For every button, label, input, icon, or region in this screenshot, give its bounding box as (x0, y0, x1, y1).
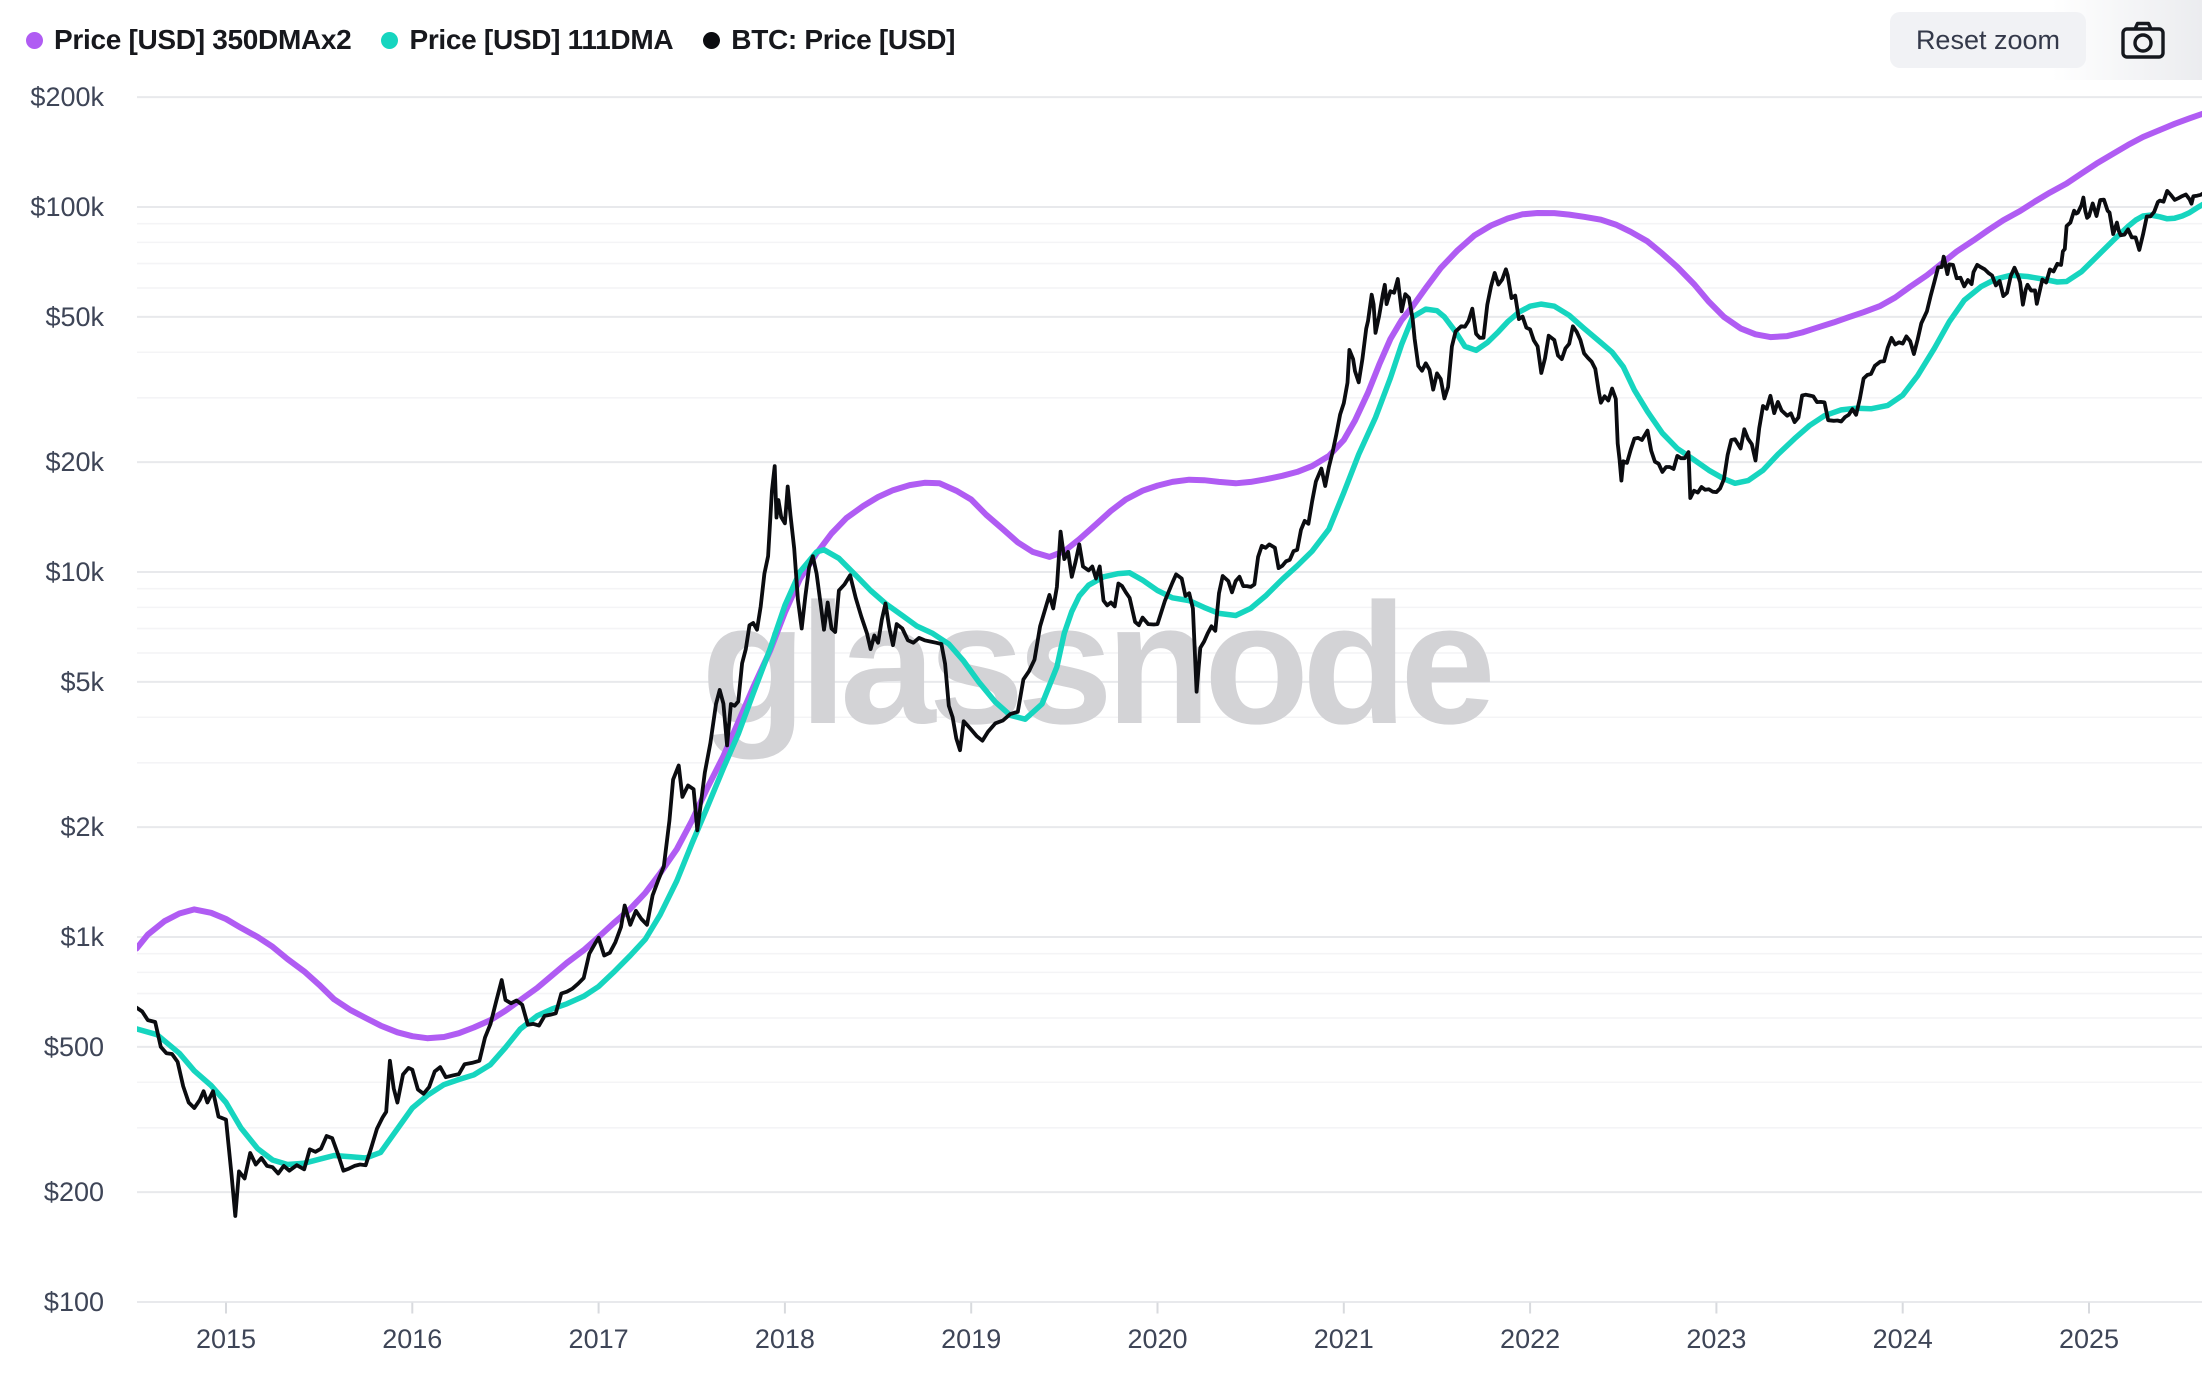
legend-item-btc-price[interactable]: BTC: Price [USD] (703, 24, 955, 56)
legend-dot-btc-price-icon (703, 31, 721, 49)
svg-text:2020: 2020 (1127, 1324, 1187, 1354)
svg-text:$500: $500 (44, 1032, 104, 1062)
svg-text:2025: 2025 (2059, 1324, 2119, 1354)
svg-text:2019: 2019 (941, 1324, 1001, 1354)
svg-text:2023: 2023 (1686, 1324, 1746, 1354)
svg-text:2024: 2024 (1873, 1324, 1933, 1354)
svg-text:2022: 2022 (1500, 1324, 1560, 1354)
svg-text:$200: $200 (44, 1177, 104, 1207)
reset-zoom-button[interactable]: Reset zoom (1889, 12, 2086, 68)
chart-header: Price [USD] 350DMAx2 Price [USD] 111DMA … (0, 0, 2202, 80)
svg-text:$200k: $200k (30, 82, 104, 112)
svg-text:2021: 2021 (1314, 1324, 1374, 1354)
svg-text:$20k: $20k (45, 447, 104, 477)
svg-text:$1k: $1k (60, 922, 104, 952)
svg-text:2017: 2017 (569, 1324, 629, 1354)
svg-text:$10k: $10k (45, 557, 104, 587)
svg-text:$5k: $5k (60, 667, 104, 697)
camera-button[interactable] (2120, 20, 2166, 60)
legend-dot-350dmax2-icon (26, 31, 43, 49)
legend-label-111dma: Price [USD] 111DMA (409, 24, 674, 55)
camera-icon (2121, 21, 2165, 59)
svg-text:2018: 2018 (755, 1324, 815, 1354)
legend-item-350dmax2[interactable]: Price [USD] 350DMAx2 (26, 24, 352, 56)
legend-dot-111dma-icon (381, 31, 399, 49)
svg-text:$2k: $2k (60, 812, 104, 842)
legend-label-350dmax2: Price [USD] 350DMAx2 (54, 24, 352, 55)
svg-text:$100k: $100k (30, 192, 104, 222)
svg-text:2015: 2015 (196, 1324, 256, 1354)
legend-item-111dma[interactable]: Price [USD] 111DMA (381, 24, 674, 56)
legend: Price [USD] 350DMAx2 Price [USD] 111DMA … (26, 24, 955, 56)
header-controls: Reset zoom (1889, 12, 2166, 68)
svg-text:$100: $100 (44, 1287, 104, 1317)
svg-text:2016: 2016 (382, 1324, 442, 1354)
svg-text:$50k: $50k (45, 302, 104, 332)
legend-label-btc-price: BTC: Price [USD] (731, 24, 956, 55)
